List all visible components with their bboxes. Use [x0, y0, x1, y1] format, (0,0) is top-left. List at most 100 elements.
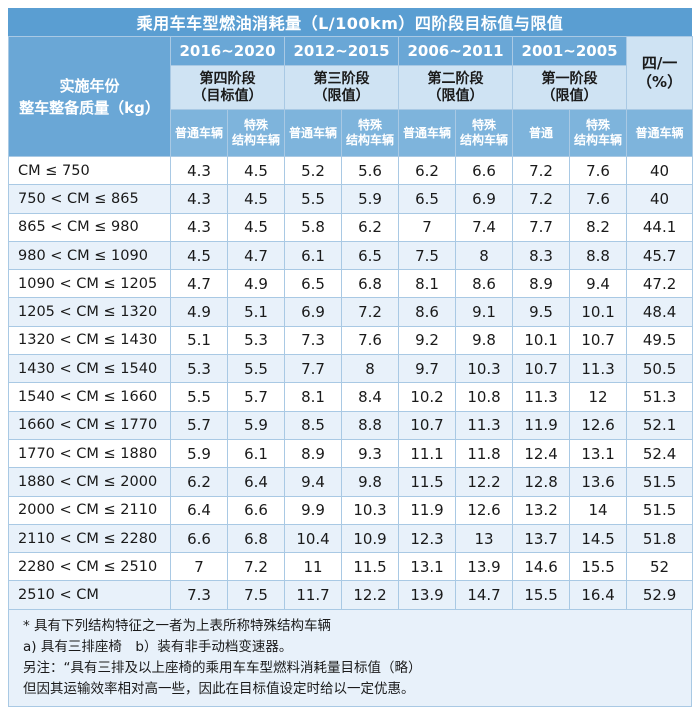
- vehicle-type-header: 普通: [512, 109, 571, 157]
- ratio-header: 四/一 （%）: [626, 36, 694, 110]
- value-cell: 12: [569, 382, 628, 412]
- value-cell: 7.4: [455, 212, 514, 242]
- ratio-line-2: （%）: [637, 73, 683, 91]
- vehicle-type-line-1: 普通: [529, 125, 554, 140]
- value-cell: 13.9: [398, 580, 457, 610]
- value-cell: 11.3: [455, 410, 514, 440]
- mass-range-cell: 1770 < CM ≤ 1880: [8, 438, 171, 469]
- value-cell: 11.1: [398, 438, 457, 469]
- footnote-line: a) 具有三排座椅 b）装有非手动档变速器。: [23, 638, 293, 655]
- stage-type: （目标值）: [192, 87, 263, 104]
- value-cell: 9.9: [284, 495, 343, 525]
- table-row: 1660 < CM ≤ 1770 5.7 5.9 8.5 8.8 10.7 11.3 11.9…: [8, 410, 694, 440]
- value-cell: 6.9: [455, 184, 514, 214]
- value-cell: 13: [455, 523, 514, 554]
- table-row: 1205 < CM ≤ 1320 4.9 5.1 6.9 7.2 8.6 9.1 9.5 10.…: [8, 297, 694, 327]
- value-cell: 9.3: [341, 438, 400, 469]
- table-body: CM ≤ 750 4.3 4.5 5.2 5.6 6.2 6.6 7.2 7.6 40 750 < …: [8, 155, 694, 610]
- vehicle-type-line-2: 结构车辆: [574, 133, 623, 147]
- mass-range-cell: 1430 < CM ≤ 1540: [8, 354, 171, 384]
- value-cell: 11.7: [284, 580, 343, 610]
- vehicle-type-line-1: 普通车辆: [289, 125, 338, 140]
- value-cell: 9.2: [398, 325, 457, 356]
- ratio-cell: 47.2: [626, 269, 694, 299]
- ratio-cell: 51.3: [626, 382, 694, 412]
- footnotes: * 具有下列结构特征之一者为上表所称特殊结构车辆 a) 具有三排座椅 b）装有非…: [8, 609, 692, 707]
- stage-header: 第四阶段 （目标值）: [169, 65, 286, 110]
- value-cell: 10.1: [569, 297, 628, 327]
- ratio-cell: 52.9: [626, 580, 694, 610]
- value-cell: 4.5: [170, 240, 228, 271]
- value-cell: 8.4: [341, 382, 400, 412]
- value-cell: 8.1: [398, 269, 457, 299]
- value-cell: 10.7: [569, 325, 628, 356]
- mass-range-cell: 980 < CM ≤ 1090: [8, 240, 171, 271]
- mass-range-cell: 2510 < CM: [8, 580, 171, 610]
- value-cell: 14.5: [569, 523, 628, 554]
- value-cell: 6.4: [170, 495, 228, 525]
- value-cell: 6.5: [341, 240, 400, 271]
- stage-name: 第三阶段: [313, 70, 370, 87]
- value-cell: 7.2: [341, 297, 400, 327]
- mass-range-cell: 1090 < CM ≤ 1205: [8, 269, 171, 299]
- stage-type: （限值）: [313, 87, 370, 104]
- value-cell: 4.7: [170, 269, 228, 299]
- table-row: 2280 < CM ≤ 2510 7 7.2 11 11.5 13.1 13.9 14.6 15…: [8, 552, 694, 582]
- value-cell: 8: [455, 240, 514, 271]
- value-cell: 4.5: [226, 212, 286, 242]
- value-cell: 6.8: [226, 523, 286, 554]
- value-cell: 12.2: [455, 467, 514, 497]
- ratio-cell: 51.5: [626, 495, 694, 525]
- value-cell: 14.7: [455, 580, 514, 610]
- value-cell: 7.2: [512, 155, 571, 186]
- vehicle-type-header: 普通车辆: [284, 109, 343, 157]
- value-cell: 5.9: [226, 410, 286, 440]
- value-cell: 15.5: [512, 580, 571, 610]
- table-row: 1540 < CM ≤ 1660 5.5 5.7 8.1 8.4 10.2 10.8 11.3…: [8, 382, 694, 412]
- stage-header: 第三阶段 （限值）: [284, 65, 400, 110]
- value-cell: 4.7: [226, 240, 286, 271]
- value-cell: 7.3: [284, 325, 343, 356]
- stage-type: （限值）: [541, 87, 598, 104]
- value-cell: 6.2: [398, 155, 457, 186]
- year-header: 2016~2020: [169, 36, 286, 66]
- stage-type: （限值）: [427, 87, 484, 104]
- footnote-line: 但因其运输效率相对高一些，因此在目标值设定时给以一定优惠。: [23, 680, 415, 697]
- stage-header: 第一阶段 （限值）: [512, 65, 628, 110]
- value-cell: 11.8: [455, 438, 514, 469]
- vehicle-type-header: 普通车辆: [626, 109, 694, 157]
- value-cell: 10.1: [512, 325, 571, 356]
- ratio-cell: 52: [626, 552, 694, 582]
- value-cell: 4.9: [170, 297, 228, 327]
- value-cell: 12.6: [569, 410, 628, 440]
- table-row: 2000 < CM ≤ 2110 6.4 6.6 9.9 10.3 11.9 12.6 13.…: [8, 495, 694, 525]
- stage-header: 第二阶段 （限值）: [398, 65, 514, 110]
- table-row: 1320 < CM ≤ 1430 5.1 5.3 7.3 7.6 9.2 9.8 10.1 10…: [8, 325, 694, 356]
- value-cell: 10.3: [341, 495, 400, 525]
- year-header: 2006~2011: [398, 36, 514, 66]
- value-cell: 11.9: [398, 495, 457, 525]
- value-cell: 11.3: [512, 382, 571, 412]
- value-cell: 5.5: [284, 184, 343, 214]
- value-cell: 8.8: [569, 240, 628, 271]
- value-cell: 8: [341, 354, 400, 384]
- value-cell: 8.5: [284, 410, 343, 440]
- vehicle-type-line-2: 结构车辆: [460, 133, 509, 147]
- vehicle-type-header: 普通车辆: [398, 109, 457, 157]
- value-cell: 10.8: [455, 382, 514, 412]
- ratio-cell: 45.7: [626, 240, 694, 271]
- ratio-cell: 40: [626, 184, 694, 214]
- value-cell: 6.4: [226, 467, 286, 497]
- value-cell: 5.8: [284, 212, 343, 242]
- table-row: 2110 < CM ≤ 2280 6.6 6.8 10.4 10.9 12.3 13 13.7…: [8, 523, 694, 554]
- value-cell: 7: [398, 212, 457, 242]
- value-cell: 9.4: [569, 269, 628, 299]
- ratio-cell: 51.8: [626, 523, 694, 554]
- mass-range-cell: 1540 < CM ≤ 1660: [8, 382, 171, 412]
- table-row: 865 < CM ≤ 980 4.3 4.5 5.8 6.2 7 7.4 7.7 8.2 44.1: [8, 212, 694, 242]
- value-cell: 5.2: [284, 155, 343, 186]
- ratio-cell: 49.5: [626, 325, 694, 356]
- stage-name: 第四阶段: [199, 70, 256, 87]
- value-cell: 9.8: [455, 325, 514, 356]
- vehicle-type-line-1: 特殊: [472, 118, 497, 132]
